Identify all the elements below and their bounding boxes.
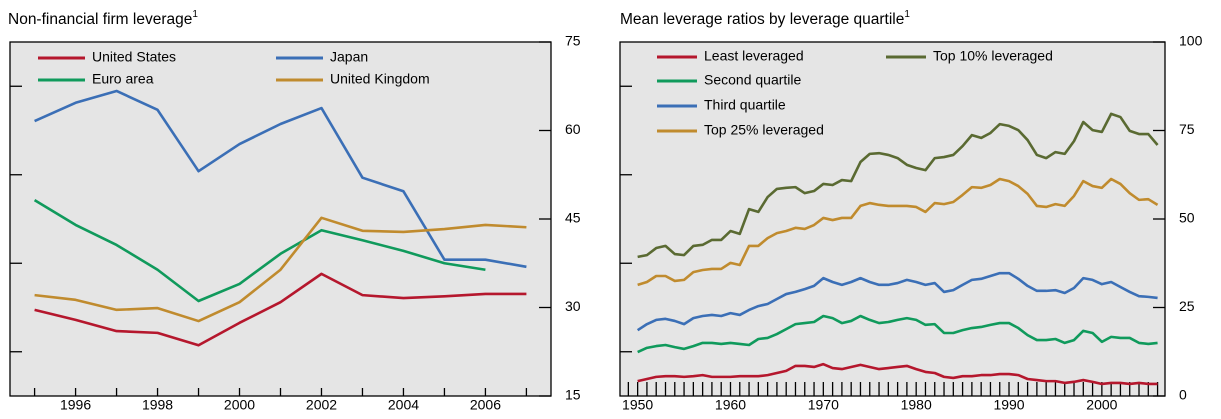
x-tick-label: 2000 [224,397,255,413]
series-line [636,271,1158,332]
x-tick-label: 1990 [993,397,1024,413]
legend-label: Euro area [92,71,154,87]
legend-label: United Kingdom [330,71,430,87]
series-line [637,362,1158,386]
x-tick-label: 2002 [306,397,337,413]
plot-area [10,42,551,396]
plot-frame [619,41,1166,397]
x-tick-label: 1980 [901,397,932,413]
y-tick-label: 100 [1179,33,1203,49]
y-tick-label: 30 [565,298,581,314]
series-line [34,89,527,269]
plot-area [620,42,1165,396]
chart-title: Mean leverage ratios by leverage quartil… [620,9,910,28]
x-tick-label: 2000 [1086,397,1117,413]
y-tick-label: 50 [1179,210,1195,226]
x-tick-label: 2004 [388,397,419,413]
title-text: Mean leverage ratios by leverage quartil… [620,11,904,28]
legend-label: Japan [330,49,368,65]
legend-label: Second quartile [704,72,802,88]
series-line [637,314,1158,354]
x-tick-label: 1950 [622,397,653,413]
legend-label: Top 10% leveraged [933,48,1053,64]
x-tick-label: 2006 [470,397,501,413]
legend-label: Third quartile [704,97,786,113]
x-tick-label: 1998 [142,397,173,413]
y-tick-label: 45 [565,210,581,226]
plot-frame [9,41,552,397]
y-tick-label: 75 [1179,121,1195,137]
series-line [33,199,486,303]
series-line [34,216,527,323]
y-tick-label: 0 [1179,387,1187,403]
title-note: 1 [904,9,910,20]
series-line [637,177,1159,287]
legend-label: Top 25% leveraged [704,122,824,138]
series-line [637,112,1159,259]
series-line [34,272,527,347]
legend-label: United States [92,49,176,65]
chart-title: Non-financial firm leverage1 [8,9,198,28]
x-tick-label: 1996 [60,397,91,413]
y-tick-label: 15 [565,387,581,403]
x-tick-label: 1960 [715,397,746,413]
title-text: Non-financial firm leverage [8,11,192,28]
y-tick-label: 25 [1179,298,1195,314]
x-tick-label: 1970 [808,397,839,413]
y-tick-label: 75 [565,33,581,49]
y-tick-label: 60 [565,121,581,137]
title-note: 1 [192,9,198,20]
legend-label: Least leveraged [704,48,804,64]
